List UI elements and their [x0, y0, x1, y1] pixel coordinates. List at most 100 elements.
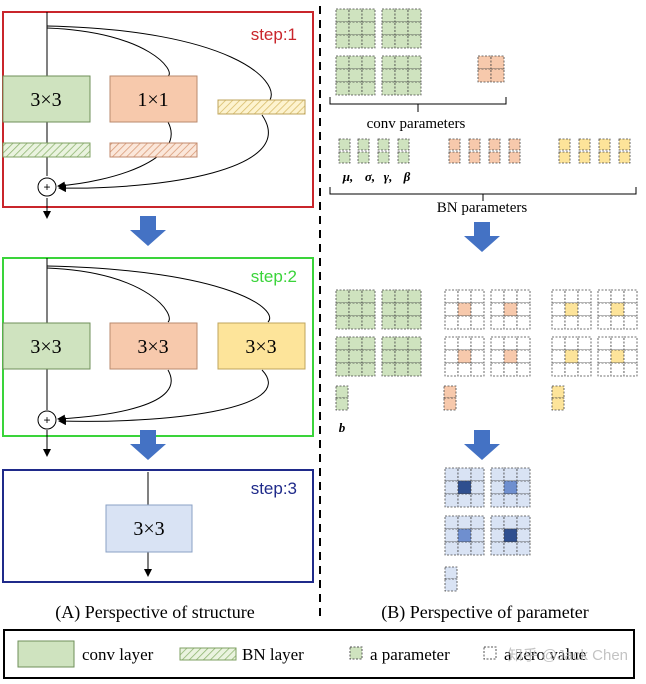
bn-param-orange	[508, 138, 521, 151]
merged-kernel	[503, 515, 518, 530]
step3-conv	[105, 504, 193, 553]
fused-orange-kernel	[444, 289, 459, 304]
legend-param-swatch	[349, 646, 363, 660]
conv-kernel-3x3	[394, 68, 409, 83]
merged-kernel	[470, 467, 485, 482]
merged-kernel	[516, 467, 531, 482]
conv-kernel-3x3	[348, 55, 363, 70]
fused-green-kernel	[394, 315, 409, 330]
step2-conv-c-label: 3×3	[245, 336, 276, 358]
step2-conv-a-label: 3×3	[30, 336, 61, 358]
bn-param-yellow	[558, 151, 571, 164]
fused-green-kernel	[361, 349, 376, 364]
merged-kernel	[516, 528, 531, 543]
fused-yellow-kernel	[623, 362, 638, 377]
bn-param-yellow	[618, 151, 631, 164]
bias-label: b	[339, 420, 346, 435]
conv-kernel-3x3	[381, 81, 396, 96]
fused-orange-kernel	[444, 302, 459, 317]
step3-label: step:3	[251, 479, 297, 498]
conv-kernel-3x3	[381, 34, 396, 49]
conv-kernel-3x3	[335, 55, 350, 70]
bn-params-label: BN parameters	[437, 200, 528, 216]
fused-green-kernel	[335, 336, 350, 351]
fused-yellow-kernel	[610, 289, 625, 304]
bn-param-green	[338, 138, 351, 151]
fused-yellow-kernel	[597, 302, 612, 317]
merged-kernel	[503, 541, 518, 556]
merged-kernel	[516, 480, 531, 495]
step1-conv3x3-bn	[2, 142, 91, 158]
fused-yellow-kernel	[623, 289, 638, 304]
conv-kernel-3x3	[394, 34, 409, 49]
conv-kernel-3x3	[335, 8, 350, 23]
fused-yellow-kernel	[610, 362, 625, 377]
legend-bn-label: BN layer	[242, 645, 304, 664]
conv-kernel-3x3	[394, 8, 409, 23]
fused-orange-kernel	[503, 362, 518, 377]
step2-conv-c	[217, 322, 306, 370]
fused-yellow-kernel	[597, 315, 612, 330]
bn-param-green	[397, 151, 410, 164]
fused-orange-kernel	[490, 336, 505, 351]
fused-green-kernel	[348, 289, 363, 304]
fused-orange-kernel	[503, 289, 518, 304]
bn-param-green	[357, 138, 370, 151]
conv-kernel-3x3	[348, 68, 363, 83]
fused-yellow-kernel	[577, 349, 592, 364]
merged-kernel	[490, 493, 505, 508]
fused-green-kernel	[335, 315, 350, 330]
conv-params-brace	[329, 97, 507, 112]
conv-kernel-3x3	[335, 21, 350, 36]
step2-conv-a	[2, 322, 91, 370]
fused-yellow-kernel	[610, 302, 625, 317]
fused-green-kernel	[348, 315, 363, 330]
conv-kernel-3x3	[407, 81, 422, 96]
bn-param-orange	[448, 138, 461, 151]
fused-yellow-kernel	[610, 349, 625, 364]
legend-param-label: a parameter	[370, 645, 450, 664]
merged-kernel	[503, 467, 518, 482]
fused-green-kernel	[381, 315, 396, 330]
step1-conv1x1-label: 1×1	[137, 89, 168, 111]
bias-green	[335, 385, 349, 399]
fused-green-kernel	[335, 362, 350, 377]
bias-green	[335, 397, 349, 411]
step1-conv1x1-bn	[109, 142, 198, 158]
fused-yellow-kernel	[564, 362, 579, 377]
conv-kernel-3x3	[407, 21, 422, 36]
merged-kernel	[444, 515, 459, 530]
merged-kernel	[457, 528, 472, 543]
fused-green-kernel	[348, 302, 363, 317]
bn-param-green	[377, 151, 390, 164]
fused-orange-kernel	[503, 315, 518, 330]
conv-kernel-3x3	[348, 81, 363, 96]
fused-yellow-kernel	[577, 362, 592, 377]
step1-conv3x3-label: 3×3	[30, 89, 61, 111]
merged-kernel	[490, 541, 505, 556]
fused-orange-kernel	[470, 336, 485, 351]
merged-kernel	[457, 480, 472, 495]
fused-green-kernel	[407, 315, 422, 330]
merged-kernel	[457, 467, 472, 482]
step1-sum-node	[37, 177, 57, 197]
fused-green-kernel	[381, 349, 396, 364]
fused-yellow-kernel	[551, 336, 566, 351]
fused-orange-kernel	[457, 302, 472, 317]
fused-green-kernel	[407, 362, 422, 377]
fused-yellow-kernel	[610, 336, 625, 351]
fused-orange-kernel	[470, 315, 485, 330]
conv-kernel-3x3	[394, 81, 409, 96]
fused-orange-kernel	[516, 336, 531, 351]
fused-orange-kernel	[516, 289, 531, 304]
bn-param-green	[377, 138, 390, 151]
bias-yellow	[551, 385, 565, 399]
fused-orange-kernel	[516, 302, 531, 317]
conv-kernel-1x1	[477, 55, 492, 70]
bn-param-yellow	[598, 151, 611, 164]
fused-green-kernel	[348, 336, 363, 351]
fused-green-kernel	[394, 349, 409, 364]
legend-bn-swatch	[179, 647, 237, 661]
merged-kernel	[470, 528, 485, 543]
fused-orange-kernel	[490, 315, 505, 330]
